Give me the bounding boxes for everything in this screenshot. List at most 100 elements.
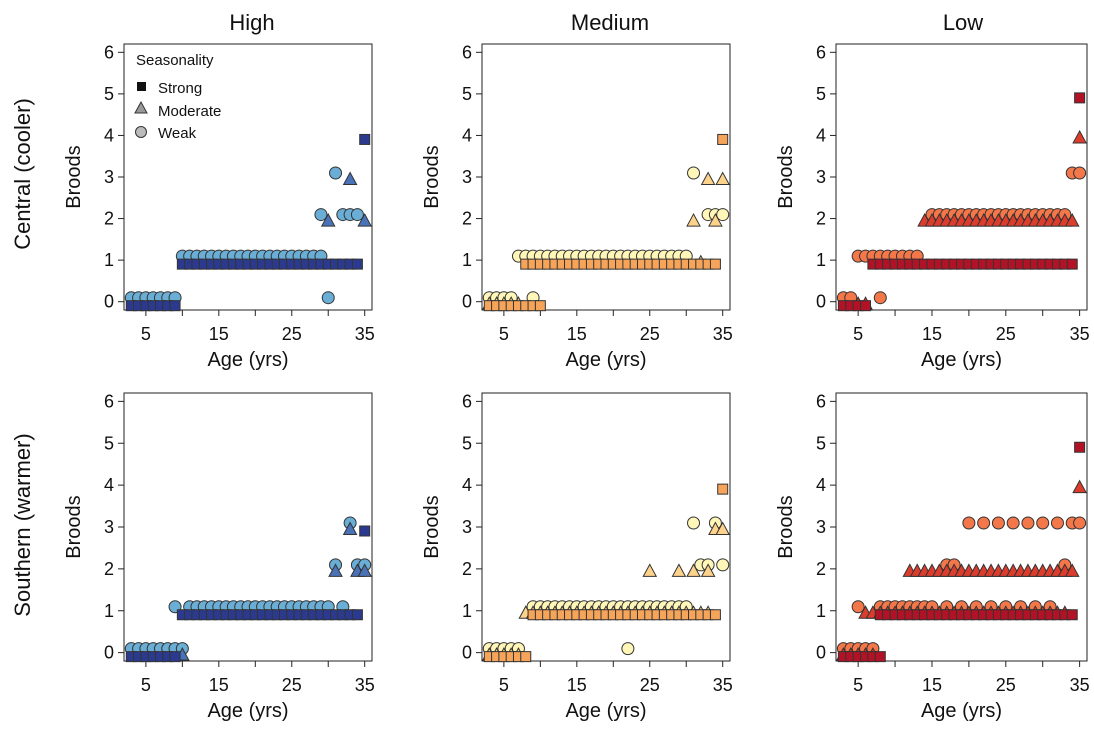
y-tick-label: 4 [104, 475, 114, 495]
point-moderate [342, 171, 358, 185]
point-moderate [328, 563, 343, 577]
point-moderate [686, 213, 701, 227]
plot-frame [835, 392, 1088, 662]
x-tick-label: 15 [209, 675, 229, 695]
y-tick-label: 5 [816, 433, 826, 453]
legend-circle-icon [135, 126, 147, 138]
point-weak [962, 516, 976, 530]
point-weak [314, 208, 328, 222]
y-tick-label: 4 [816, 475, 826, 495]
y-tick-label: 4 [462, 125, 472, 145]
y-tick-label: 6 [104, 391, 114, 411]
point-weak [716, 558, 730, 572]
series-strong [125, 133, 371, 312]
panel-4: 0 1 2 3 4 5 6 5 15 25 35 Age (yrs) Broods [63, 391, 375, 722]
point-strong [709, 609, 721, 621]
point-moderate [671, 563, 687, 577]
y-axis-label: Broods [421, 145, 443, 208]
row-label-southern: Southern (warmer) [10, 433, 35, 616]
point-weak [1036, 516, 1050, 530]
panel-3: 0 1 2 3 4 5 6 5 15 25 35 Age (yrs) Broods [775, 42, 1090, 371]
y-tick-label: 2 [462, 559, 472, 579]
y-tick-label: 4 [104, 125, 114, 145]
x-axis-label: Age (yrs) [207, 700, 288, 722]
point-weak [873, 291, 887, 305]
x-tick-label: 35 [355, 675, 375, 695]
y-tick-label: 0 [816, 292, 826, 312]
series-moderate [481, 521, 731, 661]
x-tick-label: 25 [996, 324, 1016, 344]
y-tick-label: 5 [104, 433, 114, 453]
y-tick-label: 5 [816, 84, 826, 104]
y-tick-label: 1 [816, 250, 826, 270]
legend-item-weak: Weak [158, 125, 197, 142]
point-weak [851, 600, 865, 614]
y-tick-label: 4 [462, 475, 472, 495]
series-weak [836, 516, 1087, 656]
y-tick-label: 6 [816, 391, 826, 411]
x-tick-label: 5 [499, 675, 509, 695]
x-tick-label: 5 [141, 324, 151, 344]
x-axis-label: Age (yrs) [921, 700, 1002, 722]
column-title-high: High [229, 10, 274, 35]
plot-frame [123, 392, 373, 662]
point-moderate [1072, 479, 1087, 494]
y-tick-label: 1 [462, 250, 472, 270]
series-strong [125, 525, 371, 663]
x-tick-label: 35 [355, 324, 375, 344]
legend-item-strong: Strong [158, 80, 202, 97]
x-tick-label: 35 [1070, 675, 1090, 695]
y-axis-label: Broods [775, 145, 797, 208]
panel-5: 0 1 2 3 4 5 6 5 15 25 35 Age (yrs) Broods [421, 391, 733, 722]
series-weak [124, 166, 364, 305]
point-strong [1066, 609, 1078, 621]
x-tick-label: 15 [922, 324, 942, 344]
point-weak [687, 516, 701, 530]
y-tick-label: 3 [816, 517, 826, 537]
series-moderate [481, 171, 731, 310]
row-label-central: Central (cooler) [10, 98, 35, 250]
point-strong [860, 300, 872, 312]
point-moderate [700, 171, 716, 185]
x-axis-label: Age (yrs) [565, 349, 646, 371]
x-axis-label: Age (yrs) [565, 700, 646, 722]
point-strong [1074, 441, 1086, 453]
series-weak [482, 516, 730, 656]
series-strong [483, 133, 729, 312]
point-weak [321, 291, 335, 305]
legend-title: Seasonality [136, 52, 214, 69]
point-moderate [357, 213, 373, 227]
point-strong [1074, 92, 1086, 104]
point-moderate [1072, 129, 1087, 144]
y-tick-label: 0 [462, 292, 472, 312]
x-tick-label: 35 [713, 324, 733, 344]
y-tick-label: 1 [816, 601, 826, 621]
point-strong [169, 651, 181, 663]
y-axis-label: Broods [421, 495, 443, 558]
panel-2: 0 1 2 3 4 5 6 5 15 25 35 Age (yrs) Broods [421, 42, 733, 371]
point-moderate [708, 213, 723, 227]
y-tick-label: 3 [816, 167, 826, 187]
x-tick-label: 25 [640, 324, 660, 344]
x-axis-label: Age (yrs) [207, 349, 288, 371]
x-tick-label: 15 [922, 675, 942, 695]
x-tick-label: 35 [1070, 324, 1090, 344]
panel-1: 0 1 2 3 4 5 6 5 15 25 35 Age (yrs) Broods [63, 42, 375, 371]
point-moderate [1064, 213, 1080, 227]
point-moderate [357, 563, 373, 577]
y-tick-label: 0 [462, 643, 472, 663]
y-tick-label: 5 [462, 84, 472, 104]
series-strong [483, 483, 729, 663]
y-tick-label: 3 [104, 517, 114, 537]
point-strong [534, 300, 546, 312]
y-tick-label: 3 [462, 167, 472, 187]
point-moderate [342, 521, 358, 535]
y-tick-label: 1 [462, 601, 472, 621]
point-moderate [320, 213, 336, 227]
x-axis-label: Age (yrs) [921, 349, 1002, 371]
point-weak [991, 516, 1005, 530]
point-strong [874, 651, 886, 663]
y-axis-label: Broods [63, 145, 85, 208]
